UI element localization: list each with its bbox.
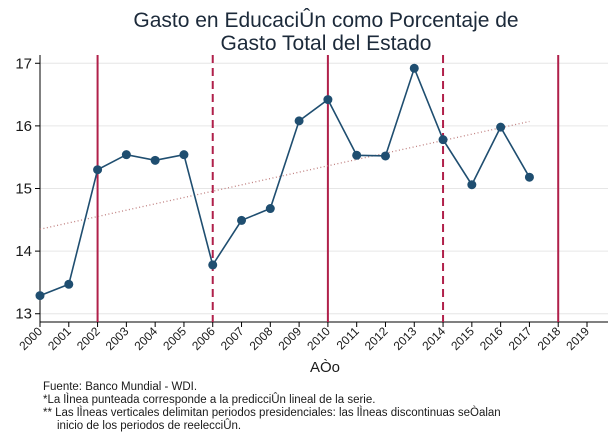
data-point-2013 <box>409 63 419 73</box>
y-tick-label-13: 13 <box>15 306 32 323</box>
line-chart: Gasto en EducaciÛn como Porcentaje de Ga… <box>15 9 608 376</box>
x-tick-label-2007: 2007 <box>218 324 247 353</box>
x-axis-label: AÒo <box>310 359 340 376</box>
trend-note: *La lÌnea punteada corresponde a la pred… <box>43 394 376 406</box>
x-tick-label-2002: 2002 <box>74 324 103 353</box>
data-point-2014 <box>438 135 448 145</box>
x-tick-label-2003: 2003 <box>103 324 132 353</box>
data-point-2004 <box>150 155 160 165</box>
y-tick-label-17: 17 <box>15 55 32 72</box>
chart-notes: Fuente: Banco Mundial - WDI. *La lÌnea p… <box>43 381 603 433</box>
source-note: Fuente: Banco Mundial - WDI. <box>43 381 198 393</box>
vertical-lines-note-continued: inicio de los periodos de reelecciÛn. <box>57 420 242 432</box>
x-tick-label-2019: 2019 <box>563 324 592 353</box>
x-tick-label-2000: 2000 <box>16 324 45 353</box>
x-tick-label-2006: 2006 <box>189 324 218 353</box>
trend-line <box>39 120 530 230</box>
x-tick-label-2018: 2018 <box>535 324 564 353</box>
x-tick-label-2013: 2013 <box>391 324 420 353</box>
x-tick-label-2009: 2009 <box>275 324 304 353</box>
data-point-2016 <box>496 122 506 132</box>
data-point-2006 <box>208 260 218 270</box>
data-point-2008 <box>265 204 275 214</box>
data-point-2011 <box>352 150 362 160</box>
x-tick-label-2005: 2005 <box>160 324 189 353</box>
data-point-2003 <box>121 150 131 160</box>
data-point-2005 <box>179 150 189 160</box>
x-tick-label-2015: 2015 <box>448 324 477 353</box>
data-point-2009 <box>294 116 304 126</box>
chart-title-line-1: Gasto en EducaciÛn como Porcentaje de <box>133 9 518 32</box>
data-point-2010 <box>323 95 333 105</box>
data-point-2000 <box>35 291 45 301</box>
x-tick-label-2004: 2004 <box>131 324 160 353</box>
data-point-2017 <box>524 172 534 182</box>
data-point-2012 <box>380 151 390 161</box>
x-tick-label-2012: 2012 <box>362 324 391 353</box>
data-point-2007 <box>237 215 247 225</box>
vertical-lines-note: ** Las lÌneas verticales delimitan perio… <box>43 407 501 419</box>
chart-title-line-2: Gasto Total del Estado <box>221 32 432 55</box>
x-tick-label-2011: 2011 <box>334 324 362 352</box>
series-line-0 <box>39 65 531 297</box>
data-point-2015 <box>467 180 477 190</box>
x-tick-label-2001: 2001 <box>45 324 74 353</box>
x-tick-label-2008: 2008 <box>247 324 276 353</box>
data-point-2001 <box>64 279 74 289</box>
y-tick-label-15: 15 <box>15 181 32 198</box>
x-tick-label-2017: 2017 <box>506 324 535 353</box>
y-tick-label-14: 14 <box>15 243 32 260</box>
x-tick-label-2010: 2010 <box>304 324 333 353</box>
y-tick-label-16: 16 <box>15 118 32 135</box>
data-point-2002 <box>93 165 103 175</box>
x-tick-label-2016: 2016 <box>477 324 506 353</box>
x-tick-label-2014: 2014 <box>419 324 448 353</box>
